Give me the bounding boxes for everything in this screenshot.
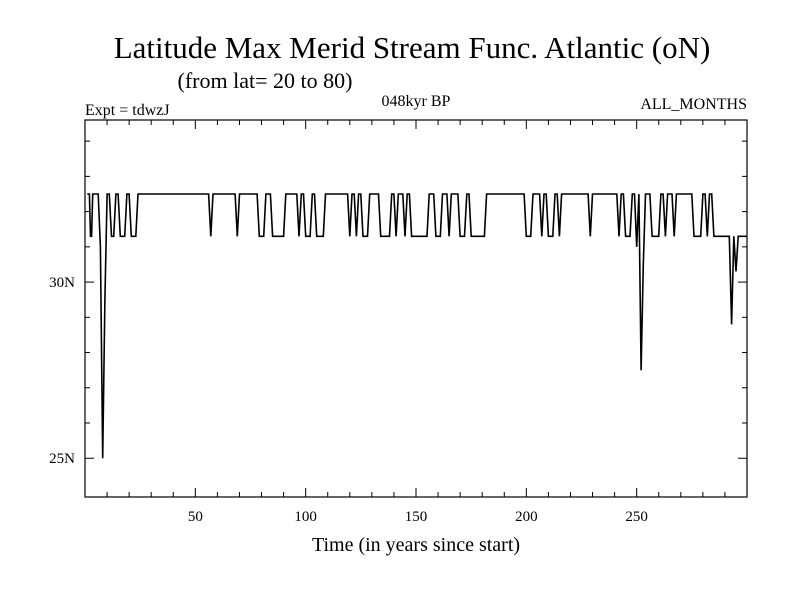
x-tick-label: 250 <box>625 509 648 525</box>
y-tick-label: 25N <box>49 451 75 467</box>
x-tick-label: 200 <box>515 509 538 525</box>
chart-subtitle: (from lat= 20 to 80) <box>178 68 353 93</box>
x-tick-label: 100 <box>294 509 317 525</box>
experiment-label: Expt = tdwzJ <box>85 102 170 119</box>
x-axis: 50 100 150 200 250 <box>106 120 726 525</box>
series-layer <box>87 193 747 459</box>
series-line-0 <box>87 193 747 459</box>
x-axis-label: Time (in years since start) <box>312 534 520 556</box>
y-tick-label: 30N <box>49 275 75 291</box>
x-tick-label: 50 <box>188 509 203 525</box>
y-axis: 25N 30N <box>49 140 747 467</box>
plot-frame <box>84 119 748 498</box>
x-tick-label: 150 <box>405 509 428 525</box>
months-label: ALL_MONTHS <box>640 96 747 113</box>
period-label: 048kyr BP <box>382 93 451 110</box>
chart-title: Latitude Max Merid Stream Func. Atlantic… <box>114 30 711 65</box>
